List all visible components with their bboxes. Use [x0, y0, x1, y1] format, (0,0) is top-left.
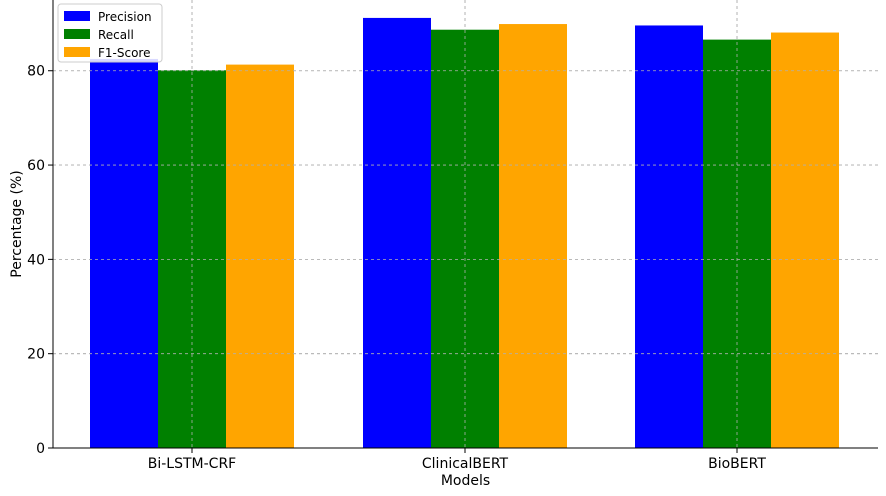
y-tick-label: 40 — [27, 252, 45, 268]
legend-label: Precision — [98, 10, 152, 24]
y-tick-label: 60 — [27, 158, 45, 174]
bars — [90, 17, 839, 449]
y-tick-label: 80 — [27, 64, 45, 80]
legend-swatch — [64, 47, 90, 57]
legend-label: F1-Score — [98, 46, 150, 60]
legend: Precision Recall F1-Score — [57, 3, 163, 63]
y-axis-label: Percentage (%) — [9, 170, 25, 277]
ticks: 0 20 40 60 80 Bi-LSTM-CRF ClinicalBERT BioBERT — [27, 64, 766, 472]
legend-swatch — [64, 11, 90, 21]
grid-overlay — [53, 0, 878, 448]
bar-precision — [90, 58, 158, 449]
bar-f1-score — [499, 24, 567, 448]
bar-precision — [363, 17, 431, 448]
legend-label: Recall — [98, 28, 134, 42]
x-axis-label: Models — [441, 473, 490, 489]
x-tick-label: ClinicalBERT — [422, 456, 509, 472]
x-tick-label: Bi-LSTM-CRF — [148, 456, 236, 472]
legend-swatch — [64, 29, 90, 39]
bar-f1-score — [226, 64, 294, 448]
y-tick-label: 0 — [36, 441, 45, 457]
x-tick-label: BioBERT — [708, 456, 766, 472]
y-tick-label: 20 — [27, 347, 45, 363]
bar-f1-score — [771, 32, 839, 449]
bar-precision — [635, 25, 703, 448]
